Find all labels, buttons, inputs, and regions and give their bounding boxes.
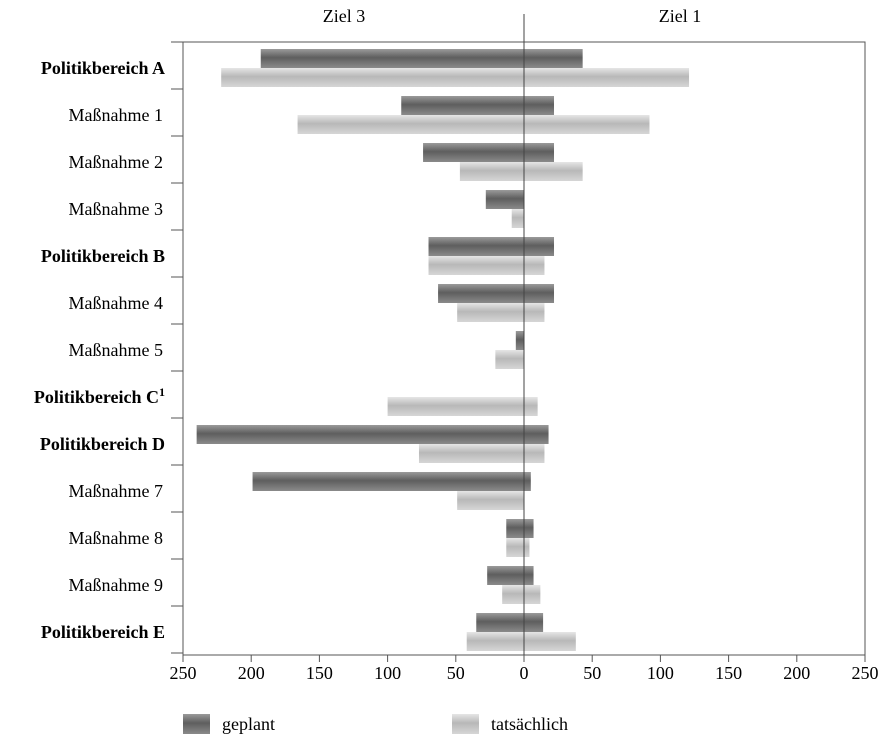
x-tick-label: 200 [783, 663, 810, 683]
bar-tatschlich-ziel1 [524, 303, 545, 322]
x-tick-label: 250 [852, 663, 879, 683]
category-label: Maßnahme 4 [69, 293, 163, 313]
category-label: Politikbereich D [40, 434, 165, 454]
bar-geplant-ziel1 [524, 284, 555, 303]
bar-tatschlich-ziel1 [524, 632, 576, 651]
bar-geplant-ziel1 [524, 519, 534, 538]
side-label-ziel3: Ziel 3 [323, 6, 366, 26]
bar-tatschlich-ziel1 [524, 256, 545, 275]
category-label: Maßnahme 3 [69, 199, 163, 219]
bar-geplant-ziel3 [487, 566, 524, 585]
bar-geplant-ziel1 [524, 237, 555, 256]
bar-tatschlich-ziel3 [506, 538, 524, 557]
bar-tatschlich-ziel3 [457, 491, 524, 510]
bar-tatschlich-ziel1 [524, 162, 583, 181]
x-tick-label: 200 [238, 663, 265, 683]
category-label-text: Maßnahme 2 [69, 152, 163, 172]
category-label-text: Maßnahme 1 [69, 105, 163, 125]
bar-geplant-ziel1 [524, 425, 549, 444]
bar-geplant-ziel1 [524, 143, 555, 162]
category-label-text: Politikbereich A [41, 58, 165, 78]
bar-geplant-ziel3 [428, 237, 524, 256]
category-label: Maßnahme 8 [69, 528, 163, 548]
category-label: Maßnahme 9 [69, 575, 163, 595]
category-label-text: Maßnahme 5 [69, 340, 163, 360]
x-tick-label: 50 [583, 663, 601, 683]
bar-tatschlich-ziel3 [495, 350, 524, 369]
bar-geplant-ziel1 [524, 96, 555, 115]
bar-tatschlich-ziel1 [524, 397, 538, 416]
bar-geplant-ziel1 [524, 49, 583, 68]
category-label-text: Maßnahme 3 [69, 199, 163, 219]
x-tick-label: 0 [520, 663, 529, 683]
bar-tatschlich-ziel3 [511, 209, 524, 228]
bar-tatschlich-ziel3 [221, 68, 524, 87]
side-label-ziel1: Ziel 1 [659, 6, 702, 26]
bar-tatschlich-ziel3 [457, 303, 524, 322]
category-label-text: Politikbereich B [41, 246, 165, 266]
category-label: Politikbereich A [41, 58, 165, 78]
category-label-text: Maßnahme 4 [69, 293, 163, 313]
category-label: Politikbereich E [41, 622, 165, 642]
bar-tatschlich-ziel3 [297, 115, 524, 134]
legend-label-0: geplant [222, 714, 275, 734]
x-tick-label: 150 [306, 663, 333, 683]
bar-geplant-ziel3 [476, 613, 524, 632]
category-label-text: Maßnahme 9 [69, 575, 163, 595]
bar-tatschlich-ziel1 [524, 444, 545, 463]
bar-tatschlich-ziel3 [459, 162, 524, 181]
legend-swatch-0 [183, 714, 210, 734]
bar-geplant-ziel3 [260, 49, 524, 68]
bar-geplant-ziel3 [252, 472, 524, 491]
x-tick-label: 100 [647, 663, 674, 683]
bar-tatschlich-ziel1 [524, 538, 530, 557]
bar-tatschlich-ziel1 [524, 115, 650, 134]
bar-tatschlich-ziel1 [524, 585, 541, 604]
bar-tatschlich-ziel3 [502, 585, 524, 604]
category-label: Politikbereich B [41, 246, 165, 266]
legend-label-1: tatsächlich [491, 714, 568, 734]
x-tick-label: 100 [374, 663, 401, 683]
category-label: Maßnahme 1 [69, 105, 163, 125]
bar-geplant-ziel3 [485, 190, 524, 209]
bar-geplant-ziel1 [524, 566, 534, 585]
bar-geplant-ziel1 [524, 472, 531, 491]
x-tick-label: 150 [715, 663, 742, 683]
bar-geplant-ziel3 [196, 425, 524, 444]
category-label: Maßnahme 2 [69, 152, 163, 172]
bar-geplant-ziel1 [524, 613, 544, 632]
category-label: Maßnahme 5 [69, 340, 163, 360]
x-tick-label: 250 [170, 663, 197, 683]
bar-geplant-ziel3 [401, 96, 524, 115]
category-footnote-marker: 1 [159, 385, 165, 399]
bar-tatschlich-ziel1 [524, 68, 690, 87]
bar-geplant-ziel3 [438, 284, 524, 303]
category-label-text: Politikbereich D [40, 434, 165, 454]
category-label-text: Maßnahme 8 [69, 528, 163, 548]
category-label-text: Politikbereich C [34, 387, 159, 407]
x-tick-label: 50 [447, 663, 465, 683]
bar-tatschlich-ziel3 [466, 632, 524, 651]
category-label-text: Maßnahme 7 [69, 481, 163, 501]
legend-swatch-1 [452, 714, 479, 734]
bar-tatschlich-ziel3 [428, 256, 524, 275]
category-label-text: Politikbereich E [41, 622, 165, 642]
bar-geplant-ziel3 [515, 331, 524, 350]
bar-geplant-ziel3 [506, 519, 524, 538]
bar-tatschlich-ziel3 [387, 397, 524, 416]
bar-tatschlich-ziel3 [418, 444, 524, 463]
bar-geplant-ziel3 [423, 143, 524, 162]
category-label: Politikbereich C1 [34, 385, 165, 407]
category-label: Maßnahme 7 [69, 481, 163, 501]
